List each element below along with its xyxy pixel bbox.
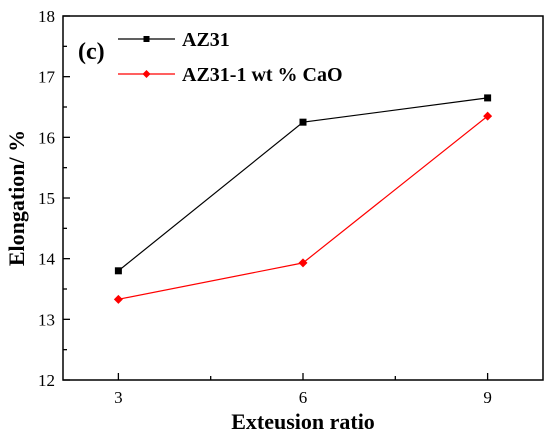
y-tick-label: 16 <box>38 128 55 147</box>
panel-label: (c) <box>78 39 105 65</box>
x-axis-title: Exteusion ratio <box>231 409 375 434</box>
legend-label-az31-cao: AZ31-1 wt % CaO <box>182 64 343 86</box>
y-tick-label: 14 <box>38 250 56 269</box>
series-layer <box>113 94 493 304</box>
data-point-az31-cao <box>113 294 123 304</box>
series-line-1 <box>118 115 488 300</box>
x-tick-label: 9 <box>483 388 492 407</box>
data-point-az31-cao <box>483 111 493 121</box>
y-axis-title: Elongation/ % <box>4 130 29 266</box>
legend: AZ31 AZ31-1 wt % CaO <box>118 29 343 86</box>
data-point-az31 <box>299 118 307 126</box>
y-tick-label: 13 <box>38 310 55 329</box>
legend-label-az31: AZ31 <box>182 29 230 51</box>
x-tick-label: 3 <box>114 388 123 407</box>
legend-marker-az31 <box>143 36 150 42</box>
data-point-az31 <box>484 94 492 102</box>
y-axis-ticks: 12 13 14 15 16 17 18 <box>38 7 70 390</box>
y-tick-label: 12 <box>38 371 55 390</box>
data-point-az31-cao <box>298 258 308 268</box>
y-tick-label: 17 <box>38 68 56 87</box>
legend-marker-az31-cao <box>142 70 151 78</box>
x-axis-ticks: 3 6 9 <box>114 373 492 407</box>
y-tick-label: 18 <box>38 7 55 26</box>
data-point-az31 <box>114 267 122 275</box>
y-tick-label: 15 <box>38 189 55 208</box>
x-tick-label: 6 <box>299 388 308 407</box>
